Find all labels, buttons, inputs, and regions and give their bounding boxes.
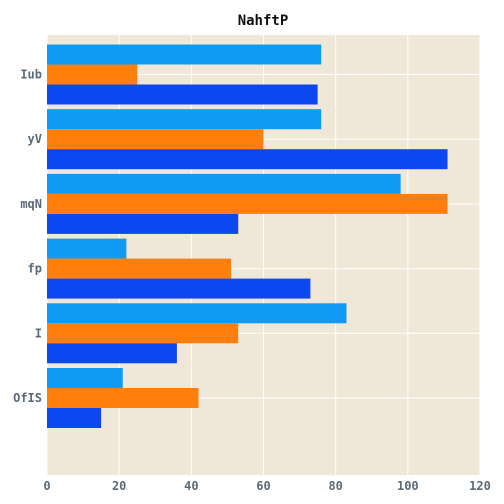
x-tick-label: 60 <box>256 479 270 493</box>
x-tick-label: 0 <box>43 479 50 493</box>
bar <box>47 388 199 408</box>
bar <box>47 258 232 279</box>
tick-labels: 0 20 40 60 80 100 120 Iub yV mqN fp I OfIS <box>13 68 491 494</box>
bar <box>47 173 401 194</box>
y-tick-label: mqN <box>20 197 42 211</box>
y-tick-label: OfIS <box>13 391 42 405</box>
bar <box>47 44 322 65</box>
bar <box>47 368 123 388</box>
bar <box>47 129 264 150</box>
bar <box>47 323 239 344</box>
bar <box>47 238 127 259</box>
y-tick-label: I <box>35 326 42 340</box>
bars <box>47 44 448 428</box>
chart-title: NahftP <box>238 13 289 29</box>
bar <box>47 64 138 85</box>
x-tick-label: 120 <box>469 479 491 493</box>
y-tick-label: yV <box>28 132 42 146</box>
bar <box>47 303 347 324</box>
x-tick-label: 80 <box>328 479 342 493</box>
x-tick-label: 20 <box>112 479 126 493</box>
bar <box>47 84 318 105</box>
bar <box>47 343 177 364</box>
y-tick-label: Iub <box>20 68 42 82</box>
x-tick-label: 100 <box>397 479 419 493</box>
bar <box>47 193 448 214</box>
bar <box>47 213 239 234</box>
bar <box>47 278 311 299</box>
x-tick-label: 40 <box>184 479 198 493</box>
bar <box>47 109 322 130</box>
bar <box>47 408 102 428</box>
bar <box>47 149 448 170</box>
y-tick-label: fp <box>28 262 42 276</box>
